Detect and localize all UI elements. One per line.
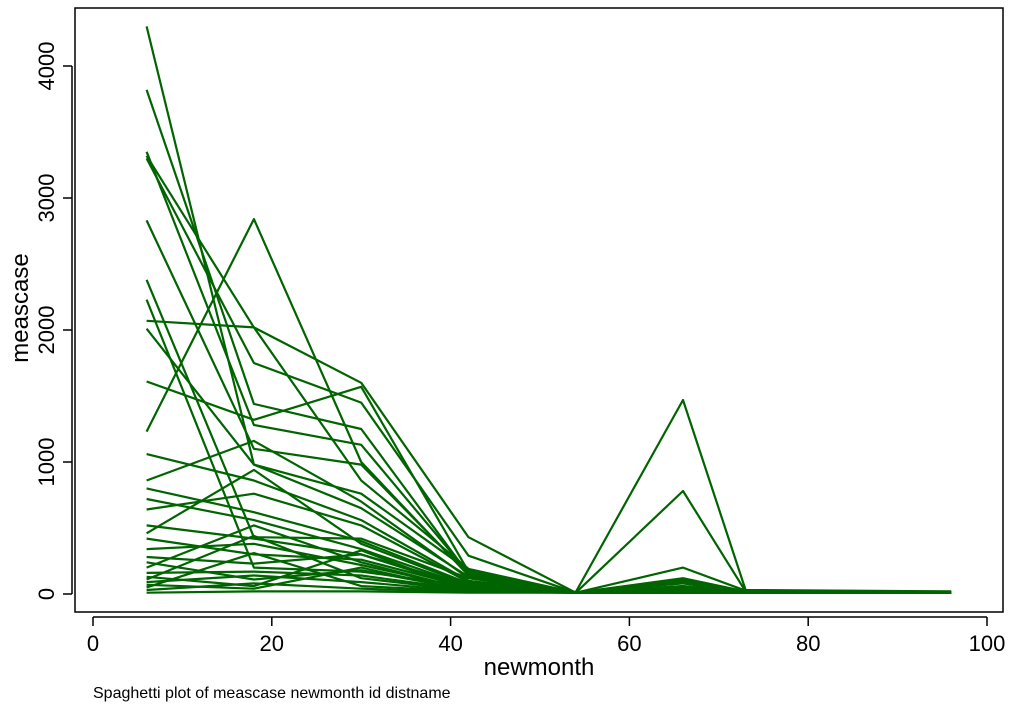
y-tick-label: 1000 [34,438,59,487]
x-ticks: 0 20 40 60 80 100 [87,617,1005,656]
plot-frame [74,7,1004,613]
chart-note: Spaghetti plot of meascase newmonth id d… [93,685,451,702]
series-lines [145,26,952,595]
y-ticks: 0 1000 2000 3000 4000 [34,42,72,600]
y-tick-label: 4000 [34,42,59,91]
series-line-9 [146,319,952,594]
series-line-19 [146,468,952,595]
x-tick-label: 40 [438,631,462,656]
series-line-5 [145,157,952,594]
x-tick-label: 20 [260,631,284,656]
series-line-3 [145,151,952,594]
y-tick-label: 3000 [34,174,59,223]
series-line-11 [146,380,952,595]
series-line-4 [145,155,952,594]
y-tick-label: 0 [34,588,59,600]
x-axis-title: newmonth [484,654,595,681]
series-line-1 [145,26,952,594]
x-tick-label: 0 [87,631,99,656]
x-tick-label: 80 [796,631,820,656]
y-axis-title: meascase [7,253,34,362]
series-line-32 [146,590,952,595]
x-tick-label: 60 [617,631,641,656]
series-line-8 [145,299,952,594]
x-tick-label: 100 [969,631,1006,656]
y-tick-label: 2000 [34,306,59,355]
